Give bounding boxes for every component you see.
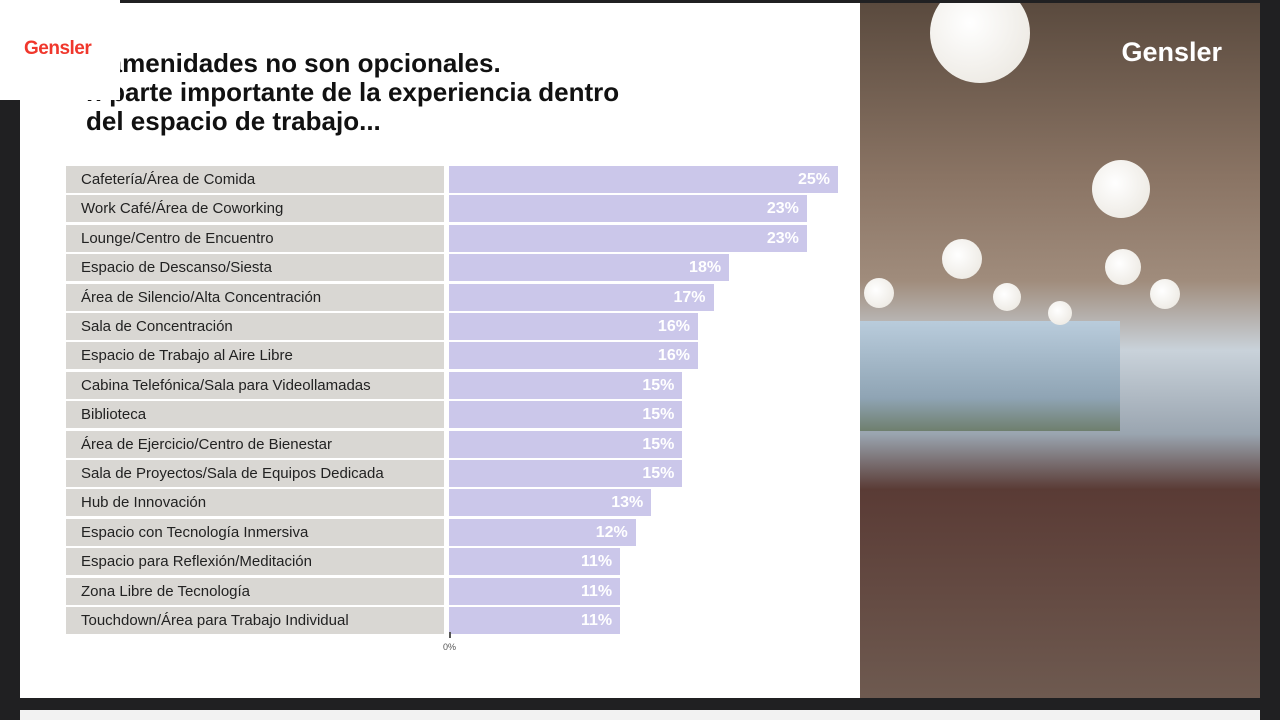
bar: 23% xyxy=(449,195,807,223)
bar-row: Cafetería/Área de Comida 25% xyxy=(66,166,846,193)
category-label: Zona Libre de Tecnología xyxy=(66,577,444,605)
pendant-lamp xyxy=(1150,279,1180,309)
data-label: 16% xyxy=(657,347,690,365)
bar-row: Work Café/Área de Coworking 23% xyxy=(66,195,846,223)
bar: 11% xyxy=(449,548,621,576)
category-label: Touchdown/Área para Trabajo Individual xyxy=(66,607,444,634)
pendant-lamp xyxy=(1105,249,1141,285)
category-label: Cabina Telefónica/Sala para Videollamada… xyxy=(66,371,444,399)
bottom-strip xyxy=(20,710,1260,720)
bar-row: Área de Ejercicio/Centro de Bienestar 15% xyxy=(66,430,846,458)
bar-row: Espacio para Reflexión/Meditación 11% xyxy=(66,548,846,576)
data-label: 11% xyxy=(581,582,613,600)
data-label: 18% xyxy=(689,259,722,277)
bar: 17% xyxy=(449,283,714,311)
category-label: Sala de Proyectos/Sala de Equipos Dedica… xyxy=(66,460,444,487)
bar-row: Biblioteca 15% xyxy=(66,401,846,429)
pendant-lamp xyxy=(930,3,1030,83)
bar-row: Espacio con Tecnología Inmersiva 12% xyxy=(66,518,846,546)
bar-row: Zona Libre de Tecnología 11% xyxy=(66,577,846,605)
bar-row: Área de Silencio/Alta Concentración 17% xyxy=(66,283,846,311)
data-label: 11% xyxy=(581,553,613,571)
category-label: Espacio de Trabajo al Aire Libre xyxy=(66,342,444,370)
bar-row: Sala de Proyectos/Sala de Equipos Dedica… xyxy=(66,460,846,487)
x-axis-tick xyxy=(449,632,451,638)
bar: 15% xyxy=(449,401,683,429)
bar-row: Espacio de Trabajo al Aire Libre 16% xyxy=(66,342,846,370)
gensler-logo-photo: Gensler xyxy=(1121,37,1222,67)
slide-title: s amenidades no son opcionales. n parte … xyxy=(86,49,846,136)
data-label: 15% xyxy=(642,406,675,424)
logo-box: Gensler xyxy=(0,0,120,100)
bar: 15% xyxy=(449,460,683,487)
data-label: 25% xyxy=(797,171,830,188)
data-label: 23% xyxy=(766,229,799,247)
bar: 23% xyxy=(449,224,807,252)
data-label: 15% xyxy=(642,465,675,482)
bar-row: Espacio de Descanso/Siesta 18% xyxy=(66,254,846,282)
data-label: 17% xyxy=(673,288,706,306)
data-label: 13% xyxy=(611,494,644,512)
pendant-lamp xyxy=(1092,160,1150,218)
category-label: Hub de Innovación xyxy=(66,489,444,517)
window-view xyxy=(860,321,1120,431)
cafeteria-photo: Gensler xyxy=(860,3,1260,698)
bar: 11% xyxy=(449,607,621,634)
pendant-lamp xyxy=(864,278,894,308)
pendant-lamp xyxy=(993,283,1021,311)
bar: 15% xyxy=(449,430,683,458)
pendant-lamp xyxy=(942,239,982,279)
bar: 13% xyxy=(449,489,652,517)
bar: 15% xyxy=(449,371,683,399)
data-label: 12% xyxy=(595,523,628,541)
bar-row: Sala de Concentración 16% xyxy=(66,313,846,340)
bar-row: Cabina Telefónica/Sala para Videollamada… xyxy=(66,371,846,399)
title-line: n parte importante de la experiencia den… xyxy=(86,77,620,107)
category-label: Biblioteca xyxy=(66,401,444,429)
pendant-lamp xyxy=(1048,301,1072,325)
category-label: Work Café/Área de Coworking xyxy=(66,195,444,223)
category-label: Espacio de Descanso/Siesta xyxy=(66,254,444,282)
bar: 11% xyxy=(449,577,621,605)
bar: 16% xyxy=(449,342,698,370)
bar: 18% xyxy=(449,254,730,282)
category-label: Área de Silencio/Alta Concentración xyxy=(66,283,444,311)
bar-row: Touchdown/Área para Trabajo Individual 11… xyxy=(66,607,846,634)
title-line: s amenidades no son opcionales. xyxy=(86,48,501,78)
title-line: del espacio de trabajo... xyxy=(86,106,381,136)
bar-row: Hub de Innovación 13% xyxy=(66,489,846,517)
category-label: Espacio para Reflexión/Meditación xyxy=(66,548,444,576)
x-axis-tick-label: 0% xyxy=(443,642,457,652)
gensler-logo: Gensler xyxy=(24,38,92,59)
category-label: Espacio con Tecnología Inmersiva xyxy=(66,518,444,546)
bar: 12% xyxy=(449,518,636,546)
data-label: 23% xyxy=(766,200,799,218)
bar: 16% xyxy=(449,313,698,340)
category-label: Sala de Concentración xyxy=(66,313,444,340)
bar-row: Lounge/Centro de Encuentro 23% xyxy=(66,224,846,252)
data-label: 15% xyxy=(642,376,675,394)
bar: 25% xyxy=(449,166,838,193)
data-label: 15% xyxy=(642,435,675,453)
category-label: Área de Ejercicio/Centro de Bienestar xyxy=(66,430,444,458)
category-label: Cafetería/Área de Comida xyxy=(66,166,444,193)
category-label: Lounge/Centro de Encuentro xyxy=(66,224,444,252)
data-label: 16% xyxy=(657,318,690,335)
data-label: 11% xyxy=(581,612,613,629)
